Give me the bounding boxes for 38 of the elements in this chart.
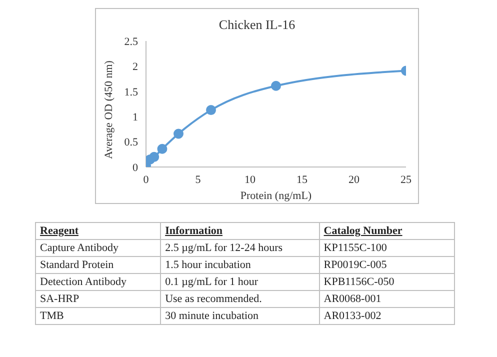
text: 0.1 µg/mL for 1 hour <box>160 274 320 290</box>
text: Use as recommended. <box>160 290 320 308</box>
text: AR0068-001 <box>319 290 454 308</box>
text: Capture Antibody <box>36 240 161 256</box>
point <box>149 152 160 162</box>
text: Information <box>160 222 320 240</box>
x-tick-label: 10 <box>244 174 256 186</box>
x-tick-label: 25 <box>400 174 412 186</box>
text: 1.5 hour incubation <box>160 256 320 274</box>
x-tick-label: 20 <box>348 174 360 186</box>
x-axis-title: Protein (ng/mL) <box>240 190 312 202</box>
text: AR0133-002 <box>319 308 454 324</box>
text: KPB1156C-050 <box>319 274 454 290</box>
x-tick-label: 15 <box>296 174 308 186</box>
text: 2.5 µg/mL for 12-24 hours <box>160 240 320 256</box>
y-tick-label: 2.5 <box>124 36 138 48</box>
x-tick-label: 5 <box>195 174 202 186</box>
text: Catalog Number <box>319 222 454 240</box>
y-tick-label: 1 <box>132 112 138 124</box>
text: SA-HRP <box>36 290 161 308</box>
point <box>174 128 184 139</box>
chart-title: Chicken IL-16 <box>218 17 296 33</box>
y-tick-label: 2 <box>132 61 138 74</box>
y-tick-label: 1.5 <box>124 86 138 98</box>
text: KP1155C-100 <box>319 240 454 256</box>
x-tick-label: 0 <box>143 174 150 186</box>
point <box>271 80 281 91</box>
point <box>206 105 216 116</box>
point <box>157 144 168 154</box>
y-tick-label: 0.5 <box>124 136 138 149</box>
text: Detection Antibody <box>36 274 161 290</box>
text: RP0019C-005 <box>319 256 454 274</box>
text: Standard Protein <box>36 256 161 274</box>
text: Reagent <box>36 222 161 240</box>
text: 30 minute incubation <box>160 308 320 324</box>
y-axis-title: Average OD (450 nm) <box>102 60 115 159</box>
text: TMB <box>36 308 161 324</box>
y-tick-label: 0 <box>132 162 138 174</box>
